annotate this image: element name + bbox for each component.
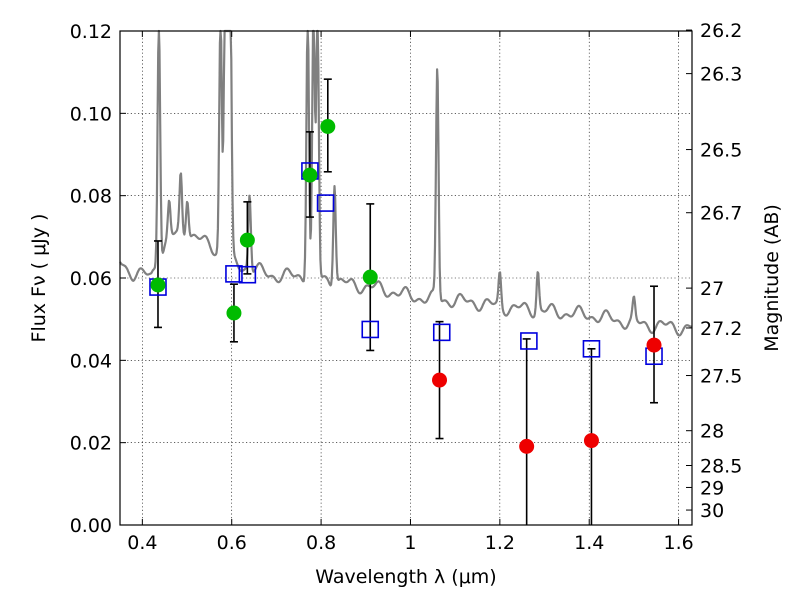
x-tick-label: 0.4 (127, 532, 157, 554)
mag-tick-label: 26.2 (700, 20, 742, 42)
mag-tick-label: 28.5 (700, 455, 742, 477)
mag-tick-label: 27.5 (700, 366, 742, 388)
y-axis-title: Flux Fν ( μJy ) (28, 214, 50, 343)
y-tick-label: 0.02 (70, 433, 112, 455)
mag-tick-label: 30 (700, 500, 724, 522)
detection-point (226, 305, 242, 321)
mag-tick-label: 28 (700, 421, 724, 443)
x-tick-label: 0.8 (306, 532, 336, 554)
detection-point (362, 269, 378, 285)
mag-tick-label: 27 (700, 278, 724, 300)
x-tick-label: 1 (404, 532, 416, 554)
x-tick-label: 0.6 (217, 532, 247, 554)
detection-point (150, 277, 166, 293)
x-tick-label: 1.4 (574, 532, 604, 554)
model-photometry-square (316, 194, 335, 212)
y-tick-label: 0.08 (70, 186, 112, 208)
square-marker-layer (149, 162, 663, 366)
low-significance-point (519, 438, 535, 454)
x-tick-label: 1.2 (485, 532, 515, 554)
mag-tick-label: 26.3 (700, 64, 742, 86)
y-tick-label: 0.06 (70, 268, 112, 290)
detection-point (302, 167, 318, 183)
tick-layer: 0.4 0.6 0.8 1 1.2 1.4 1.6 0.00 0.02 0.04 0.06 0.08 0… (70, 20, 743, 554)
x-tick-label: 1.6 (663, 532, 693, 554)
model-photometry-square (520, 332, 538, 350)
mag-tick-label: 26.7 (700, 203, 742, 225)
detection-point (239, 232, 255, 248)
grid (120, 31, 692, 525)
low-significance-point (646, 337, 662, 353)
error-bar-layer (153, 78, 659, 525)
model-photometry-square (238, 265, 257, 284)
y2-axis-title: Magnitude (AB) (761, 204, 783, 352)
y-tick-label: 0.10 (70, 103, 112, 125)
point-marker-layer (150, 119, 662, 454)
sed-model-line (119, 29, 693, 337)
low-significance-point (432, 372, 448, 388)
model-photometry-square (582, 340, 601, 358)
y-tick-label: 0.04 (70, 350, 112, 372)
detection-point (320, 119, 336, 135)
mag-tick-label: 26.5 (700, 140, 742, 162)
mag-tick-label: 27.2 (700, 318, 742, 340)
model-photometry-square (225, 265, 243, 283)
x-axis-title: Wavelength λ (μm) (315, 566, 496, 588)
y-tick-label: 0.12 (70, 21, 112, 43)
sed-line-layer (119, 29, 693, 337)
mag-tick-label: 29 (700, 477, 724, 499)
model-photometry-square (361, 320, 380, 339)
y-tick-label: 0.00 (70, 515, 112, 537)
model-photometry-square (432, 323, 451, 342)
low-significance-point (583, 433, 599, 449)
